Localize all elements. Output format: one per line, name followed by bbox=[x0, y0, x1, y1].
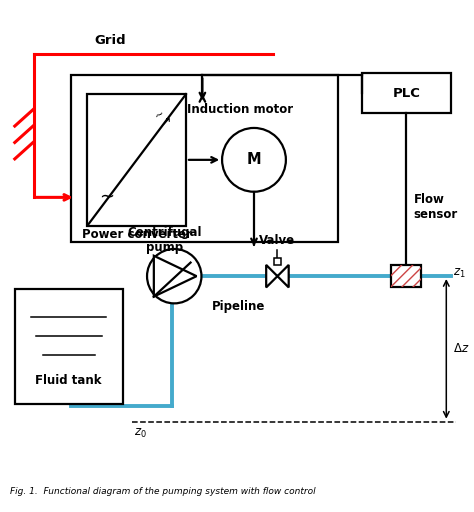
Text: Grid: Grid bbox=[94, 34, 126, 47]
Bar bbox=[15, 289, 123, 404]
Bar bbox=[274, 259, 281, 265]
Text: Power converter: Power converter bbox=[82, 228, 191, 241]
Text: $\Delta z$: $\Delta z$ bbox=[453, 343, 470, 355]
Circle shape bbox=[147, 249, 201, 304]
Bar bbox=[362, 73, 451, 113]
Polygon shape bbox=[277, 265, 289, 287]
Text: $\sim$: $\sim$ bbox=[150, 108, 165, 123]
Circle shape bbox=[222, 128, 286, 191]
Text: Fig. 1.  Functional diagram of the pumping system with flow control: Fig. 1. Functional diagram of the pumpin… bbox=[10, 487, 316, 497]
Text: $z_1$: $z_1$ bbox=[453, 267, 466, 281]
Bar bbox=[71, 75, 338, 242]
Text: Induction motor: Induction motor bbox=[187, 103, 293, 116]
Bar bbox=[88, 94, 186, 225]
Text: $\sim$: $\sim$ bbox=[96, 186, 115, 204]
Bar bbox=[392, 265, 421, 287]
Text: $\nearrow$: $\nearrow$ bbox=[158, 116, 172, 129]
Text: Flow
sensor: Flow sensor bbox=[413, 193, 458, 221]
Text: $z_0$: $z_0$ bbox=[134, 427, 147, 440]
Text: Valve: Valve bbox=[259, 234, 295, 247]
Text: Pipeline: Pipeline bbox=[212, 300, 265, 313]
Bar bbox=[392, 265, 421, 287]
Text: PLC: PLC bbox=[392, 87, 420, 99]
Text: M: M bbox=[246, 153, 261, 167]
Polygon shape bbox=[154, 256, 197, 296]
Text: Fluid tank: Fluid tank bbox=[36, 374, 102, 388]
Polygon shape bbox=[266, 265, 277, 287]
Text: Centrifugal
pump: Centrifugal pump bbox=[128, 225, 202, 253]
